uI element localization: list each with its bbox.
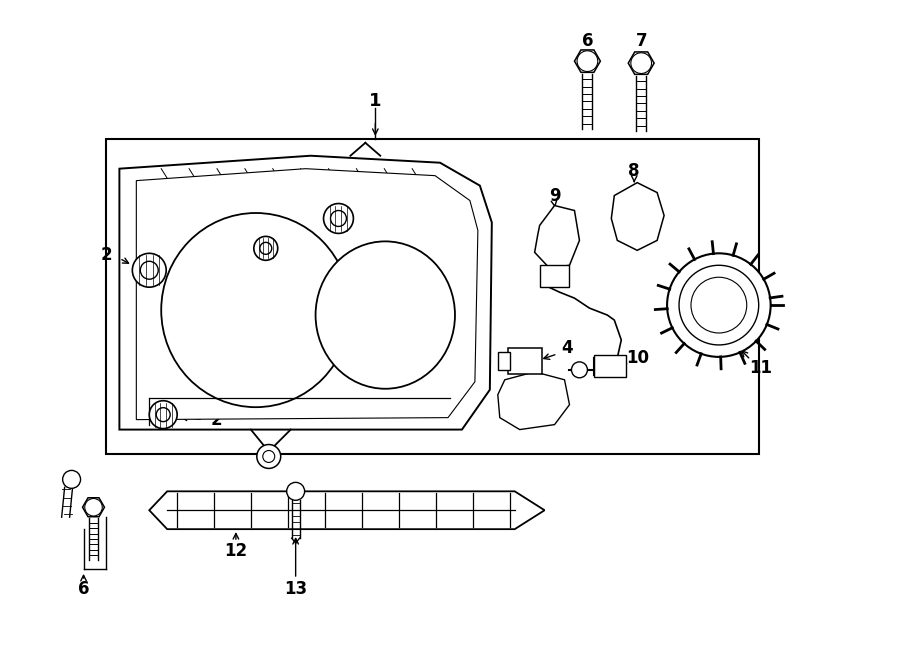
Bar [106,139,759,455]
Polygon shape [83,498,104,517]
Text: 13: 13 [284,580,307,598]
Polygon shape [574,50,600,72]
Polygon shape [136,169,478,420]
Ellipse shape [316,241,455,389]
Circle shape [679,265,759,345]
Circle shape [330,210,346,227]
Text: 9: 9 [549,186,561,204]
Polygon shape [628,52,654,74]
Text: 12: 12 [224,542,248,560]
Circle shape [63,471,81,488]
Circle shape [132,253,166,287]
Text: 11: 11 [749,359,772,377]
Circle shape [260,243,272,254]
Text: 2: 2 [101,247,112,264]
Circle shape [631,53,652,73]
Circle shape [691,277,747,333]
Bar [540,265,570,287]
Circle shape [140,261,158,279]
Circle shape [577,51,598,71]
Circle shape [149,401,177,428]
Text: 5: 5 [260,214,272,231]
Circle shape [157,408,170,422]
Polygon shape [149,491,544,529]
Bar [594,355,626,377]
Polygon shape [498,372,570,430]
Bar [498,352,509,370]
Ellipse shape [161,213,350,407]
Text: 6: 6 [77,580,89,598]
Text: 1: 1 [369,92,382,110]
Polygon shape [611,182,664,251]
Text: 8: 8 [628,162,640,180]
Circle shape [256,444,281,469]
Polygon shape [535,206,580,268]
Circle shape [287,483,304,500]
Text: 6: 6 [581,32,593,50]
Circle shape [254,237,278,260]
Text: 3: 3 [290,219,302,237]
Circle shape [667,253,770,357]
Polygon shape [120,156,491,430]
Text: 7: 7 [635,32,647,50]
Bar [508,348,542,374]
Text: 10: 10 [626,349,649,367]
Text: 4: 4 [562,339,573,357]
Circle shape [85,498,103,516]
Circle shape [323,204,354,233]
Circle shape [263,451,274,463]
Circle shape [572,362,588,378]
Text: 2: 2 [211,410,221,428]
